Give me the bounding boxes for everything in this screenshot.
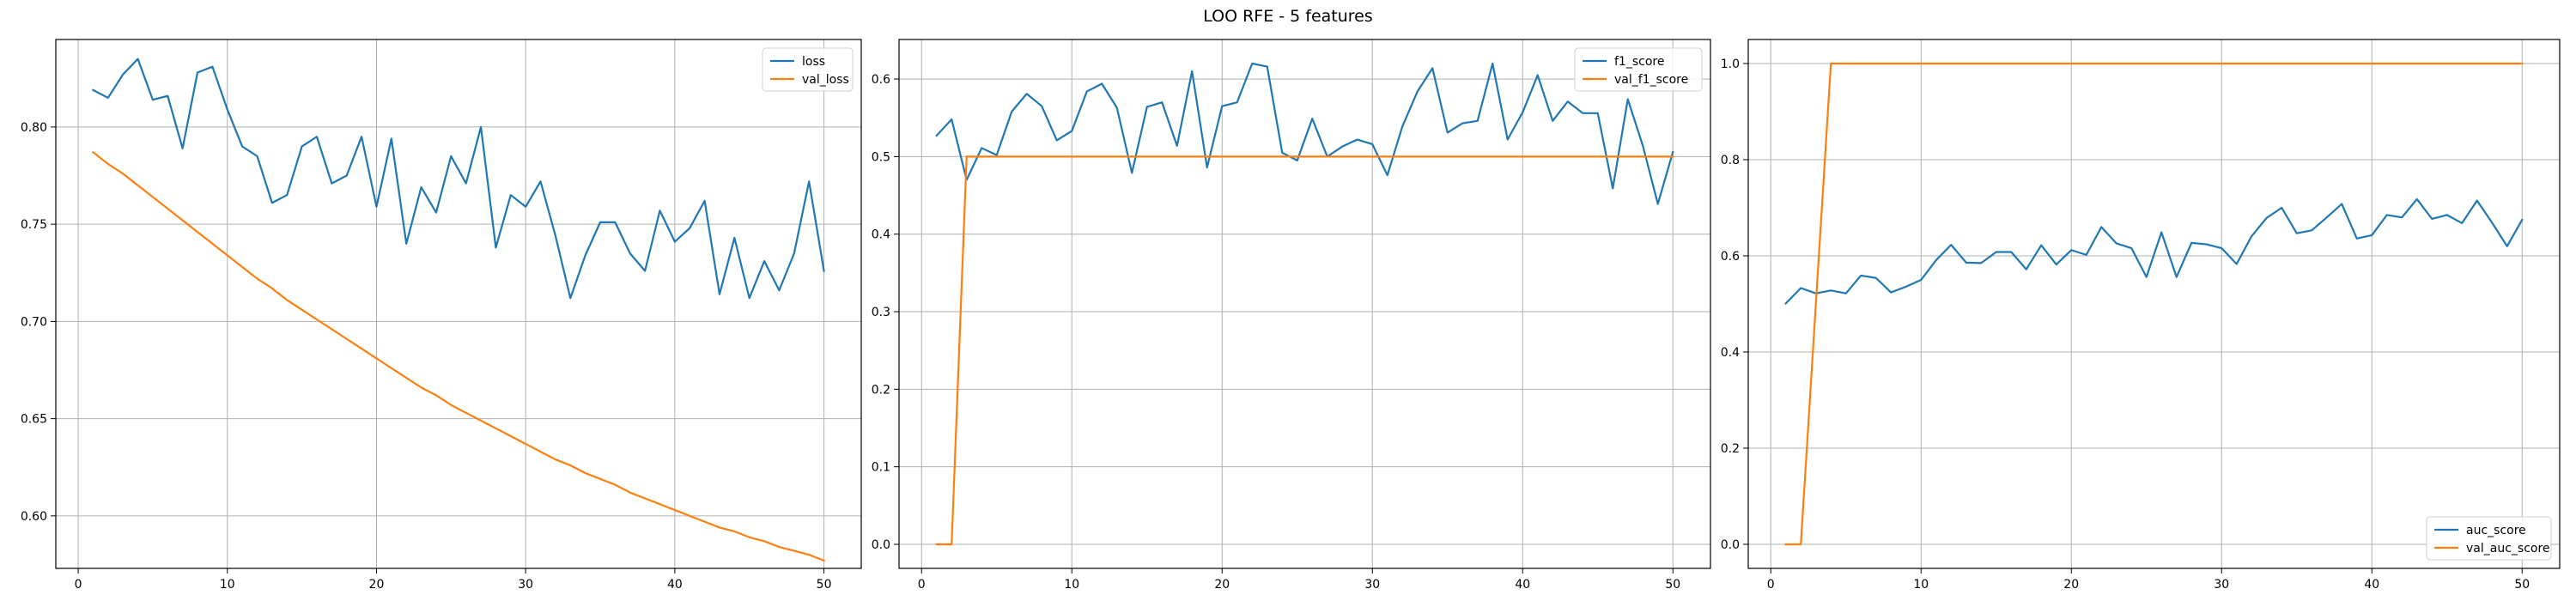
- y-tick-label: 0.2: [1721, 442, 1740, 456]
- legend-label: loss: [802, 55, 825, 69]
- x-tick-label: 40: [2364, 578, 2379, 592]
- y-tick-label: 0.65: [21, 413, 47, 427]
- legend: loss val_loss: [762, 47, 854, 92]
- y-tick-label: 0.70: [21, 315, 47, 329]
- series-line-auc-score: [1784, 197, 2524, 305]
- y-tick-label: 0.4: [1721, 346, 1740, 360]
- x-tick-label: 50: [1665, 578, 1680, 592]
- x-tick-label: 20: [2063, 578, 2079, 592]
- y-tick-label: 0.0: [872, 538, 890, 552]
- x-tick-label: 10: [1064, 578, 1079, 592]
- legend-box: [2426, 516, 2552, 561]
- x-tick-label: 0: [1767, 578, 1775, 592]
- subplot-2: 0 10 20 30 40 50 0.0 0.1 0.2 0.3 0.4 0.5 0.6 f1_score…: [872, 39, 1711, 592]
- x-tick-label: 40: [1515, 578, 1530, 592]
- x-tick-label: 20: [369, 578, 385, 592]
- y-tick-label: 0.75: [21, 218, 47, 232]
- y-tick-label: 0.80: [21, 121, 47, 135]
- legend-label: val_auc_score: [2466, 542, 2550, 555]
- x-tick-label: 10: [220, 578, 235, 592]
- figure-title: LOO RFE - 5 features: [1203, 7, 1373, 26]
- y-tick-label: 0.6: [872, 73, 890, 87]
- y-tick-label: 0.6: [1721, 250, 1740, 264]
- axes-frame: [55, 39, 862, 569]
- y-tick-label: 0.8: [1721, 154, 1740, 167]
- series-line-val-f1-score: [935, 155, 1674, 546]
- x-tick-label: 50: [2514, 578, 2530, 592]
- x-tick-label: 30: [2214, 578, 2229, 592]
- axes-frame: [898, 39, 1711, 569]
- subplot-1: 0 10 20 30 40 50 0.60 0.65 0.70 0.75 0.80 loss val_l…: [21, 39, 862, 592]
- y-tick-label: 0.5: [872, 150, 890, 164]
- y-tick-label: 1.0: [1721, 58, 1740, 71]
- axes-frame: [1747, 39, 2561, 569]
- series-line-val-loss: [91, 150, 825, 562]
- x-tick-label: 30: [518, 578, 533, 592]
- y-tick-label: 0.3: [872, 306, 890, 319]
- y-tick-label: 0.60: [21, 510, 47, 524]
- x-tick-label: 30: [1364, 578, 1380, 592]
- x-tick-label: 0: [75, 578, 82, 592]
- y-tick-label: 0.2: [872, 383, 890, 397]
- series-line-loss: [91, 58, 825, 300]
- x-tick-label: 0: [918, 578, 926, 592]
- x-tick-label: 20: [1214, 578, 1230, 592]
- x-tick-label: 40: [667, 578, 683, 592]
- series-line-val-auc-score: [1784, 62, 2524, 546]
- x-tick-label: 50: [817, 578, 832, 592]
- y-tick-label: 0.0: [1721, 538, 1740, 552]
- series-line-f1-score: [935, 62, 1674, 205]
- x-tick-label: 10: [1913, 578, 1929, 592]
- legend-box: [762, 47, 854, 92]
- subplot-3: 0 10 20 30 40 50 0.0 0.2 0.4 0.6 0.8 1.0 auc_scoreva…: [1721, 39, 2561, 592]
- legend: f1_score val_f1_score: [1574, 47, 1703, 92]
- legend-label: auc_score: [2466, 524, 2526, 537]
- legend-label: val_f1_score: [1614, 73, 1688, 87]
- y-tick-label: 0.4: [872, 228, 890, 242]
- legend-box: [1574, 47, 1703, 92]
- y-tick-label: 0.1: [872, 461, 890, 475]
- legend: auc_score val_auc_score: [2426, 516, 2552, 561]
- legend-label: f1_score: [1614, 55, 1664, 69]
- legend-label: val_loss: [802, 73, 849, 87]
